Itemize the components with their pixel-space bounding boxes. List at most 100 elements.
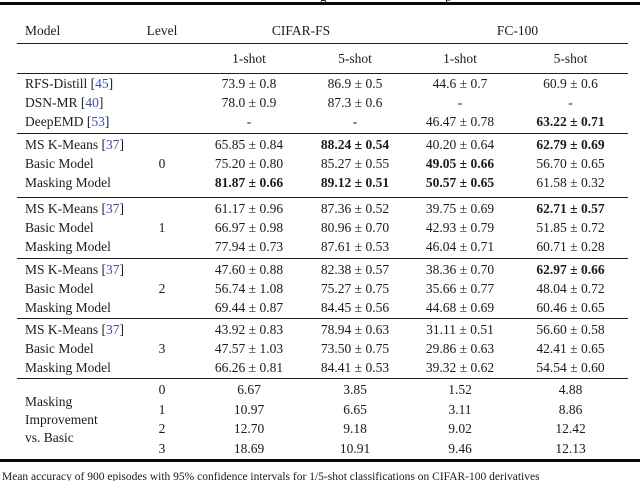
value-cell: 3.11 — [448, 401, 472, 417]
value-cell: 50.57 ± 0.65 — [425, 175, 495, 190]
value-cell: 62.79 ± 0.69 — [536, 137, 605, 152]
value-cell: 84.45 ± 0.56 — [320, 300, 390, 315]
table-row: Masking Model 69.44 ± 0.87 84.45 ± 0.56 44.… — [17, 298, 628, 317]
value-cell: 39.75 ± 0.69 — [425, 201, 495, 216]
mid-rule — [17, 73, 628, 75]
value-cell: 47.60 ± 0.88 — [214, 262, 284, 277]
value-cell: 3.85 — [343, 382, 367, 397]
model-name: Basic Model — [25, 281, 94, 296]
value-cell: 18.69 — [233, 440, 265, 456]
citation-number: 37 — [106, 201, 120, 216]
citation-bracket: [ — [101, 322, 107, 337]
header-level: Level — [146, 23, 178, 38]
value-cell: 46.47 ± 0.78 — [425, 114, 495, 129]
level-cell — [129, 298, 195, 317]
value-cell: 46.04 ± 0.71 — [425, 239, 495, 254]
value-cell: 56.60 ± 0.58 — [536, 322, 605, 337]
value-cell: 35.66 ± 0.77 — [425, 281, 495, 296]
model-name-cell: DSN-MR [40] — [17, 93, 129, 112]
model-name-cell: MS K-Means [37] — [17, 320, 129, 339]
value-cell: 62.71 ± 0.57 — [536, 201, 605, 216]
value-cell: 9.18 — [343, 421, 367, 436]
citation-number: 37 — [106, 322, 120, 337]
level-cell — [129, 260, 195, 279]
value-cell: 60.71 ± 0.28 — [536, 239, 605, 254]
citation-bracket: [ — [86, 114, 92, 129]
table-row: RFS-Distill [45] 73.9 ± 0.8 86.9 ± 0.5 44.6… — [17, 74, 628, 93]
value-cell: 60.9 ± 0.6 — [543, 76, 598, 91]
value-cell: 89.12 ± 0.51 — [320, 175, 390, 190]
model-name-cell: RFS-Distill [45] — [17, 74, 129, 93]
value-cell: 66.97 ± 0.98 — [214, 220, 284, 235]
level-cell: 1 — [158, 401, 166, 417]
clipped-text-fragment: g — [320, 0, 327, 2]
value-cell: 12.70 — [233, 421, 265, 436]
model-name: MS K-Means — [25, 262, 99, 277]
level-cell: 3 — [158, 341, 166, 356]
value-cell: 75.27 ± 0.75 — [320, 281, 390, 296]
citation-bracket: ] — [119, 322, 125, 337]
value-cell: 29.86 ± 0.63 — [425, 341, 495, 356]
value-cell: 73.50 ± 0.75 — [320, 341, 390, 356]
level-cell — [129, 74, 195, 93]
value-cell: 48.04 ± 0.72 — [536, 281, 605, 296]
value-cell: 39.32 ± 0.62 — [425, 360, 495, 375]
value-cell: 61.17 ± 0.96 — [214, 201, 284, 216]
rowgroup-baselines: RFS-Distill [45] 73.9 ± 0.8 86.9 ± 0.5 44.6… — [17, 74, 628, 131]
citation-number: 37 — [106, 137, 120, 152]
table-row: 1 10.97 6.65 3.11 8.86 — [17, 400, 628, 420]
model-name-cell: Basic Model — [17, 154, 129, 173]
citation-bracket: ] — [108, 76, 114, 91]
value-cell: 88.24 ± 0.54 — [320, 137, 390, 152]
mid-rule — [17, 318, 628, 320]
value-cell: 69.44 ± 0.87 — [214, 300, 284, 315]
model-name: Masking Model — [25, 360, 111, 375]
subheader-5shot-fc: 5-shot — [553, 51, 588, 66]
subheader-1shot-cifar: 1-shot — [232, 51, 266, 66]
model-name: MS K-Means — [25, 201, 99, 216]
model-name-cell: Basic Model — [17, 279, 129, 298]
table-row: MS K-Means [37] 65.85 ± 0.84 88.24 ± 0.54 4… — [17, 135, 628, 154]
value-cell: 77.94 ± 0.73 — [214, 239, 284, 254]
table-row: 0 6.67 3.85 1.52 4.88 — [17, 380, 628, 400]
value-cell: - — [246, 114, 252, 129]
table-row: Basic Model 0 75.20 ± 0.80 85.27 ± 0.55 49.0… — [17, 154, 628, 173]
value-cell: 12.13 — [555, 440, 586, 456]
level-cell — [129, 358, 195, 377]
table-row: MS K-Means [37] 43.92 ± 0.83 78.94 ± 0.63 3… — [17, 320, 628, 339]
top-rule — [0, 2, 640, 5]
citation-bracket: ] — [119, 262, 125, 277]
mid-rule — [17, 378, 628, 380]
model-name: Basic Model — [25, 156, 94, 171]
level-cell — [129, 237, 195, 256]
subheader-5shot-cifar: 5-shot — [338, 51, 372, 66]
clipped-text-above: g p — [0, 0, 640, 2]
value-cell: - — [568, 95, 573, 110]
level-cell: 1 — [158, 220, 166, 235]
value-cell: 65.85 ± 0.84 — [214, 137, 284, 152]
citation-bracket: ] — [98, 95, 104, 110]
value-cell: 44.68 ± 0.69 — [425, 300, 495, 315]
model-name: DeepEMD — [25, 114, 84, 129]
rowgroup-level-1: MS K-Means [37] 61.17 ± 0.96 87.36 ± 0.52 3… — [17, 199, 628, 256]
level-cell — [129, 112, 195, 131]
value-cell: 60.46 ± 0.65 — [536, 300, 605, 315]
table-row: Masking Model 66.26 ± 0.81 84.41 ± 0.53 39.… — [17, 358, 628, 377]
level-cell — [129, 173, 195, 192]
model-name-cell: Masking Model — [17, 298, 129, 317]
value-cell: 47.57 ± 1.03 — [214, 341, 284, 356]
value-cell: 87.61 ± 0.53 — [320, 239, 390, 254]
improvement-label-line: Masking — [25, 394, 73, 409]
value-cell: 54.54 ± 0.60 — [536, 360, 605, 375]
value-cell: 42.93 ± 0.79 — [425, 220, 495, 235]
table-row: 2 12.70 9.18 9.02 12.42 — [17, 419, 628, 439]
value-cell: 12.42 — [555, 421, 586, 436]
model-name-cell: MS K-Means [37] — [17, 199, 129, 218]
value-cell: 51.85 ± 0.72 — [536, 220, 605, 235]
citation-bracket: [ — [101, 137, 107, 152]
citation-bracket: ] — [119, 137, 125, 152]
value-cell: 87.36 ± 0.52 — [320, 201, 390, 216]
header-cifar-fs: CIFAR-FS — [271, 23, 331, 38]
mid-rule — [17, 133, 628, 135]
